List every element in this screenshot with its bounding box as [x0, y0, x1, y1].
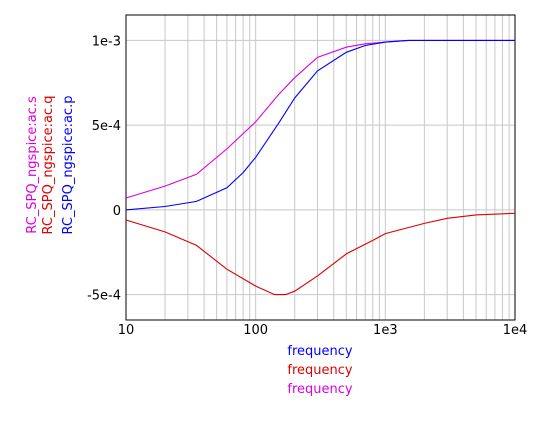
x-axis-label-1: frequency	[287, 363, 353, 378]
y-axis-label-2: RC_SPQ_ngspice:ac.p	[61, 96, 76, 235]
y-axis-label-0: RC_SPQ_ngspice:ac.s	[25, 96, 40, 234]
series-line-0	[125, 39, 515, 199]
y-tick-label: -5e-4	[87, 289, 121, 304]
y-axis-label-1: RC_SPQ_ngspice:ac.q	[41, 96, 56, 235]
x-axis-label-2: frequency	[287, 382, 353, 397]
x-tick-label: 1e3	[373, 323, 398, 338]
y-axis-labels: RC_SPQ_ngspice:ac.s RC_SPQ_ngspice:ac.q RC…	[25, 96, 76, 235]
series-line-2	[125, 39, 515, 211]
x-tick-label: 10	[118, 323, 135, 338]
x-axis-ticks: 10 100 1e3 1e4	[118, 323, 528, 338]
series-line-1	[125, 212, 516, 296]
grid-lines	[126, 15, 515, 320]
plot-frame	[125, 14, 516, 321]
y-tick-label: 0	[113, 204, 121, 219]
x-tick-label: 1e4	[503, 323, 528, 338]
series-layer	[125, 39, 516, 296]
plot-area	[125, 14, 516, 321]
y-tick-label: 1e-3	[92, 34, 121, 49]
y-axis-ticks: 1e-3 5e-4 0 -5e-4	[87, 34, 121, 303]
x-axis-labels: frequency frequency frequency	[287, 344, 353, 397]
y-tick-label: 5e-4	[92, 119, 121, 134]
x-tick-label: 100	[243, 323, 268, 338]
x-axis-label-0: frequency	[287, 344, 353, 359]
